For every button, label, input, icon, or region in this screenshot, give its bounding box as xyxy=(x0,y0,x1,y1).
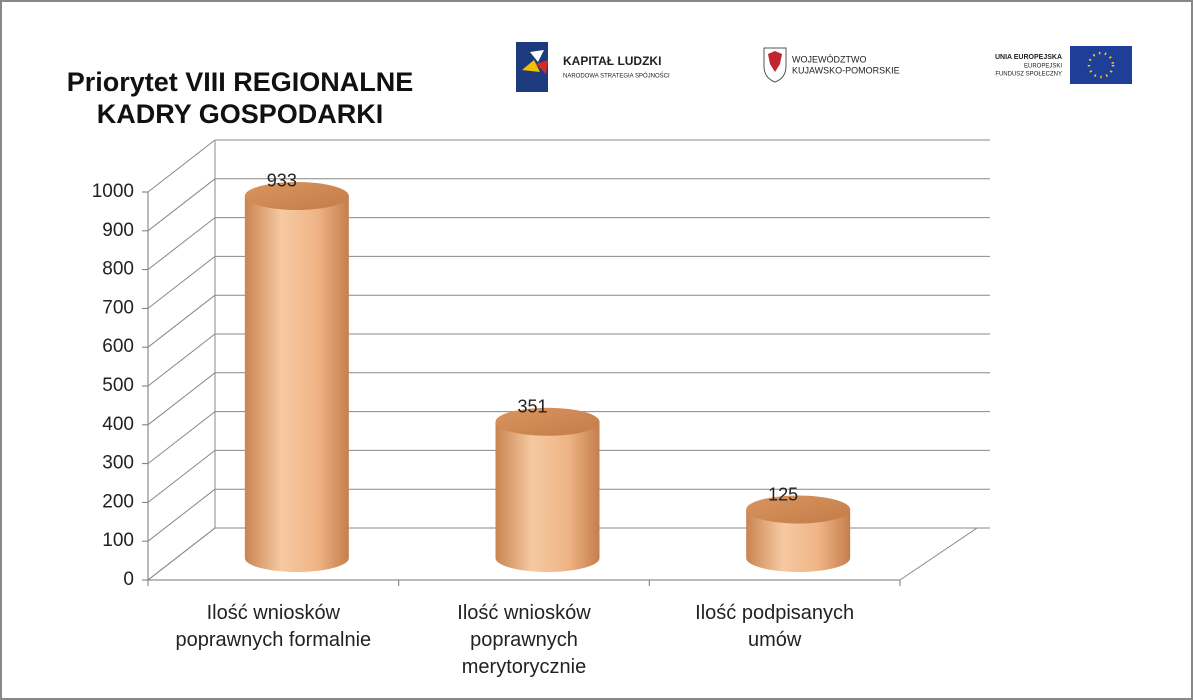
x-tick-label: Ilość wniosków poprawnych merytorycznie xyxy=(457,602,591,678)
logo-text: KUJAWSKO-POMORSKIE xyxy=(792,65,900,75)
value-label: 933 xyxy=(267,171,297,191)
grid-line xyxy=(147,450,216,503)
bar-top xyxy=(746,495,851,524)
logo-text: NARODOWA STRATEGIA SPÓJNOŚCI xyxy=(563,72,670,80)
grid-line xyxy=(147,217,216,270)
grid-line xyxy=(147,488,216,542)
chart-title: Priorytet VIII REGIONALNE KADRY GOSPODAR… xyxy=(66,67,414,129)
grid-line xyxy=(147,178,216,232)
grid-line xyxy=(147,139,216,193)
grid-line xyxy=(147,527,216,581)
y-tick-label: 100 xyxy=(102,530,134,551)
y-tick-label: 0 xyxy=(123,569,134,590)
grid-line xyxy=(147,372,216,426)
y-tick-label: 800 xyxy=(102,259,134,280)
logo-text: WOJEWÓDZTWO xyxy=(792,54,866,64)
grid-line xyxy=(147,333,216,387)
bar xyxy=(746,509,851,572)
x-tick-label: Ilość wniosków poprawnych formalnie xyxy=(175,602,372,651)
bar-top xyxy=(244,181,349,210)
logo-text: EUROPEJSKI xyxy=(1024,64,1062,70)
bar xyxy=(495,421,600,572)
logo-kapital: KAPITAŁ LUDZKI NARODOWA STRATEGIA SPÓJNO… xyxy=(516,42,670,92)
y-tick-label: 300 xyxy=(102,453,134,474)
grid-line xyxy=(147,256,216,309)
y-tick-label: 500 xyxy=(102,375,134,396)
logo-wojewodztwo: WOJEWÓDZTWO KUJAWSKO-POMORSKIE xyxy=(763,47,900,83)
logo-text: KAPITAŁ LUDZKI xyxy=(563,54,661,68)
value-label: 351 xyxy=(517,397,547,417)
y-tick-label: 200 xyxy=(102,491,134,512)
y-tick-label: 1000 xyxy=(92,181,134,202)
logo-text: UNIA EUROPEJSKA xyxy=(995,54,1062,61)
logo-text: FUNDUSZ SPOŁECZNY xyxy=(995,72,1062,78)
bar xyxy=(244,195,349,572)
logo-ue: UNIA EUROPEJSKA EUROPEJSKI FUNDUSZ SPOŁE… xyxy=(995,46,1132,84)
grid-line xyxy=(147,411,216,464)
x-tick-label: Ilość podpisanych umów xyxy=(695,602,855,651)
y-tick-label: 400 xyxy=(102,414,134,435)
y-tick-label: 600 xyxy=(102,336,134,357)
y-tick-label: 900 xyxy=(102,220,134,241)
y-tick-label: 700 xyxy=(102,297,134,318)
value-label: 125 xyxy=(768,484,798,504)
bar-top xyxy=(495,407,600,436)
grid-line xyxy=(147,294,216,348)
